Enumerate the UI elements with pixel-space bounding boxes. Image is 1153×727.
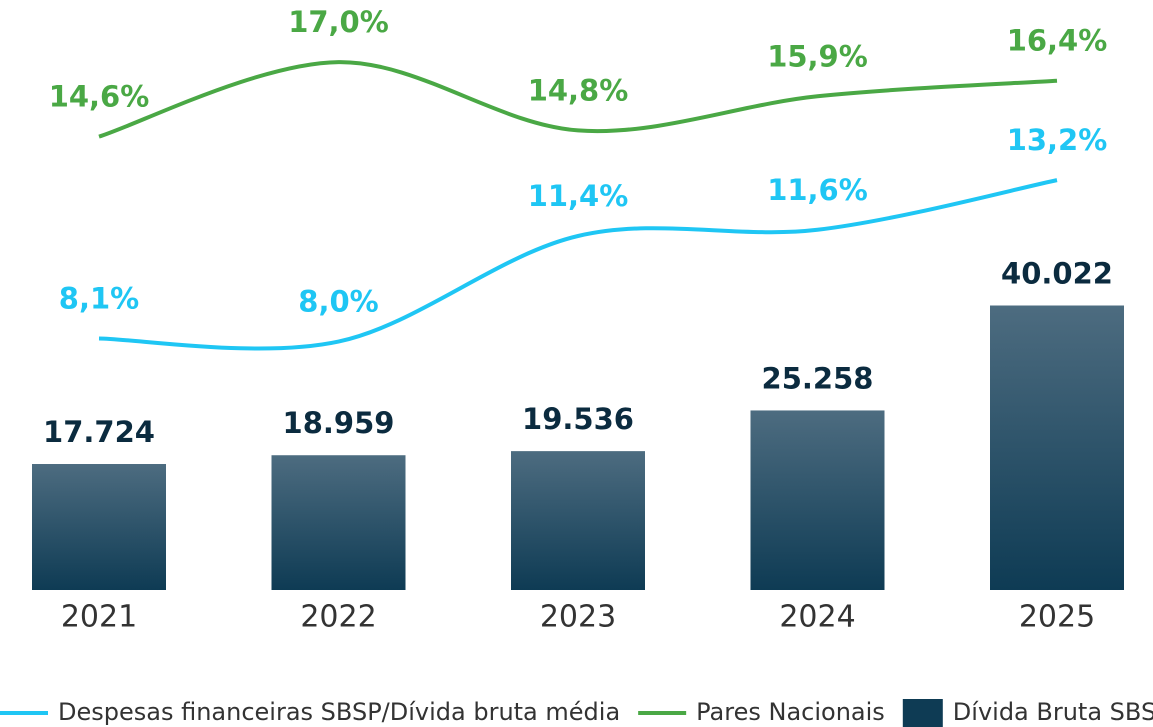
- bar: [750, 410, 885, 590]
- bar-value-label: 18.959: [283, 406, 395, 440]
- bar: [32, 464, 166, 590]
- bar-value-label: 19.536: [522, 402, 634, 436]
- legend-swatch: [902, 699, 943, 727]
- line-value-label: 15,9%: [767, 39, 868, 73]
- legend-label: Dívida Bruta SBSP: [953, 698, 1153, 726]
- line-value-label: 17,0%: [288, 5, 389, 39]
- bar: [511, 451, 645, 590]
- x-tick-label: 2021: [61, 600, 137, 635]
- line: [98, 60, 1058, 139]
- bar: [271, 455, 406, 590]
- line-value-label: 11,6%: [767, 173, 868, 207]
- line-value-label: 14,8%: [528, 73, 629, 107]
- legend-label: Pares Nacionais: [696, 698, 885, 726]
- line-value-label: 14,6%: [49, 80, 150, 114]
- bar-value-label: 25.258: [762, 361, 874, 395]
- bar: [990, 305, 1124, 590]
- bar-value-label: 40.022: [1001, 257, 1113, 291]
- line-value-label: 13,2%: [1007, 123, 1108, 157]
- legend-label: Despesas financeiras SBSP/Dívida bruta m…: [58, 698, 620, 726]
- line-value-label: 8,0%: [298, 285, 378, 319]
- x-tick-label: 2024: [779, 600, 855, 635]
- line-value-label: 16,4%: [1007, 24, 1108, 58]
- line: [98, 178, 1058, 351]
- x-tick-label: 2023: [540, 600, 616, 635]
- line-value-label: 8,1%: [59, 281, 139, 315]
- x-tick-label: 2022: [300, 600, 376, 635]
- line-value-label: 11,4%: [528, 179, 629, 213]
- x-tick-label: 2025: [1019, 600, 1095, 635]
- bar-value-label: 17.724: [43, 415, 155, 449]
